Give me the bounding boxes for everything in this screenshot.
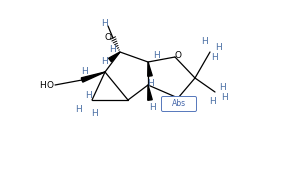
- Text: H: H: [153, 52, 159, 61]
- Text: H: H: [222, 93, 228, 101]
- Text: H: H: [82, 68, 88, 77]
- Text: O: O: [46, 81, 53, 89]
- Text: H: H: [212, 53, 218, 61]
- Polygon shape: [148, 85, 152, 100]
- Polygon shape: [81, 72, 105, 82]
- Text: H: H: [86, 90, 92, 100]
- Text: H: H: [149, 104, 155, 113]
- Polygon shape: [109, 52, 120, 62]
- FancyBboxPatch shape: [162, 97, 196, 112]
- Polygon shape: [148, 62, 152, 76]
- Text: H: H: [40, 81, 46, 90]
- Text: H: H: [101, 57, 107, 66]
- Text: H: H: [220, 82, 226, 92]
- Text: H: H: [102, 18, 108, 27]
- Text: H: H: [201, 38, 208, 46]
- Text: H: H: [148, 80, 154, 89]
- Text: H: H: [91, 109, 97, 118]
- Text: H: H: [210, 97, 216, 106]
- Text: H: H: [215, 42, 221, 52]
- Text: O: O: [175, 50, 181, 60]
- Text: Abs: Abs: [172, 100, 186, 109]
- Text: O: O: [104, 34, 112, 42]
- Text: H: H: [75, 105, 82, 114]
- Text: H: H: [110, 45, 116, 53]
